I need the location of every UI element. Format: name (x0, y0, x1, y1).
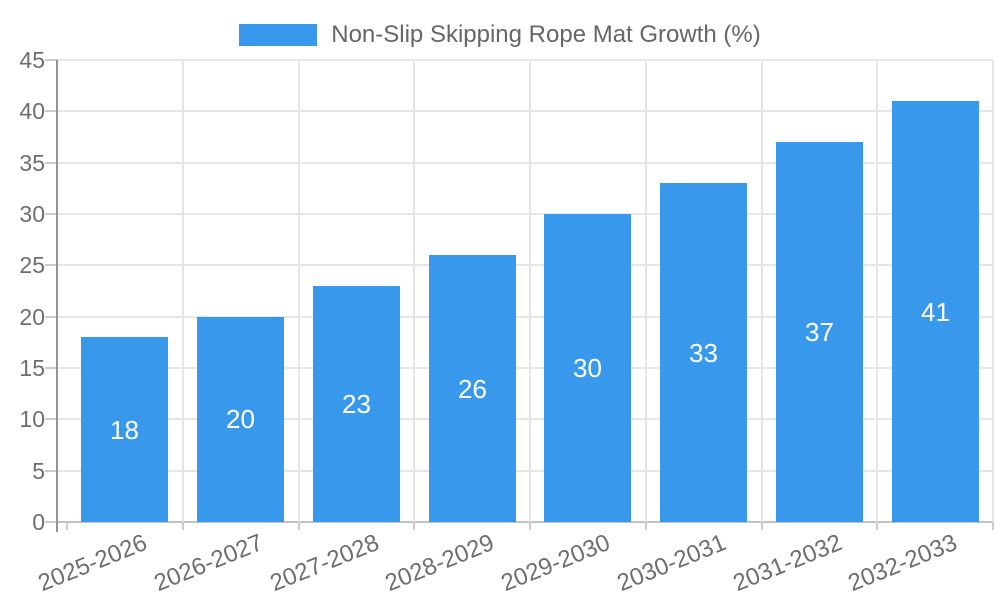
legend-label: Non-Slip Skipping Rope Mat Growth (%) (331, 21, 761, 48)
x-grid-line (876, 60, 879, 522)
x-tick-label: 2028-2029 (381, 529, 499, 598)
y-tick-label: 30 (19, 201, 45, 227)
y-grid-line (57, 110, 993, 113)
x-tick-label: 2027-2028 (265, 529, 383, 598)
bar-value-label: 23 (342, 388, 371, 419)
x-tick (297, 522, 300, 530)
y-tick-label: 45 (19, 47, 45, 73)
legend-item[interactable]: Non-Slip Skipping Rope Mat Growth (%) (239, 21, 761, 49)
y-tick (45, 469, 57, 472)
x-tick (876, 522, 879, 530)
y-tick-label: 25 (19, 252, 45, 279)
y-tick (45, 161, 57, 164)
y-tick (45, 213, 57, 215)
x-tick-label: 2025-2026 (34, 529, 151, 598)
x-tick (413, 522, 416, 530)
y-tick (45, 110, 57, 113)
bar-value-label: 41 (921, 296, 950, 327)
x-grid-line (413, 60, 416, 522)
y-tick (45, 521, 57, 523)
bar-value-label: 37 (805, 317, 834, 348)
bar-value-label: 26 (458, 373, 487, 404)
bar-value-label: 33 (689, 337, 718, 368)
y-tick (45, 315, 57, 318)
bar: 33 (660, 183, 747, 522)
x-tick-label: 2030-2031 (613, 529, 730, 598)
x-grid-line (644, 60, 647, 522)
x-tick (66, 522, 68, 530)
legend-swatch (239, 24, 318, 46)
bar-value-label: 18 (110, 414, 139, 445)
x-tick-label: 2031-2032 (728, 529, 846, 598)
y-grid-line (57, 469, 993, 472)
bar: 18 (81, 337, 168, 522)
x-tick-label: 2032-2033 (844, 529, 962, 598)
y-tick-label: 20 (19, 303, 45, 330)
y-grid-line (57, 418, 993, 421)
bar-value-label: 20 (226, 404, 255, 435)
y-grid-line (57, 367, 993, 369)
x-grid-line (760, 60, 763, 522)
x-tick (644, 522, 647, 530)
y-grid-line (57, 315, 993, 318)
y-tick (45, 59, 57, 61)
y-grid-line (57, 161, 993, 164)
y-grid-line (57, 521, 993, 523)
x-tick (181, 522, 184, 530)
y-grid-line (57, 264, 993, 267)
y-tick-label: 5 (32, 457, 45, 484)
y-tick-label: 15 (19, 355, 45, 381)
x-grid-line (529, 60, 531, 522)
y-tick (45, 264, 57, 267)
x-tick (992, 522, 994, 530)
bar-value-label: 30 (573, 353, 602, 383)
x-tick (760, 522, 763, 530)
y-grid-line (57, 59, 993, 61)
y-tick-label: 35 (19, 149, 45, 176)
y-tick-label: 0 (32, 509, 45, 535)
bar: 41 (892, 101, 979, 522)
bar: 20 (197, 316, 284, 522)
x-tick (529, 522, 531, 530)
x-tick-label: 2026-2027 (150, 529, 267, 598)
y-tick (45, 418, 57, 421)
x-grid-line (297, 60, 300, 522)
bar: 37 (776, 142, 863, 522)
y-tick (45, 367, 57, 369)
legend: Non-Slip Skipping Rope Mat Growth (%) (0, 21, 1000, 49)
bar: 26 (429, 255, 516, 522)
x-grid-line (181, 60, 184, 522)
y-tick-label: 10 (19, 406, 45, 433)
y-grid-line (57, 213, 993, 215)
x-tick-label: 2029-2030 (497, 529, 614, 598)
bar: 23 (313, 285, 400, 522)
x-grid-line (992, 60, 994, 522)
bar: 30 (544, 214, 631, 522)
y-axis-line (56, 60, 58, 532)
y-tick-label: 40 (19, 98, 45, 125)
